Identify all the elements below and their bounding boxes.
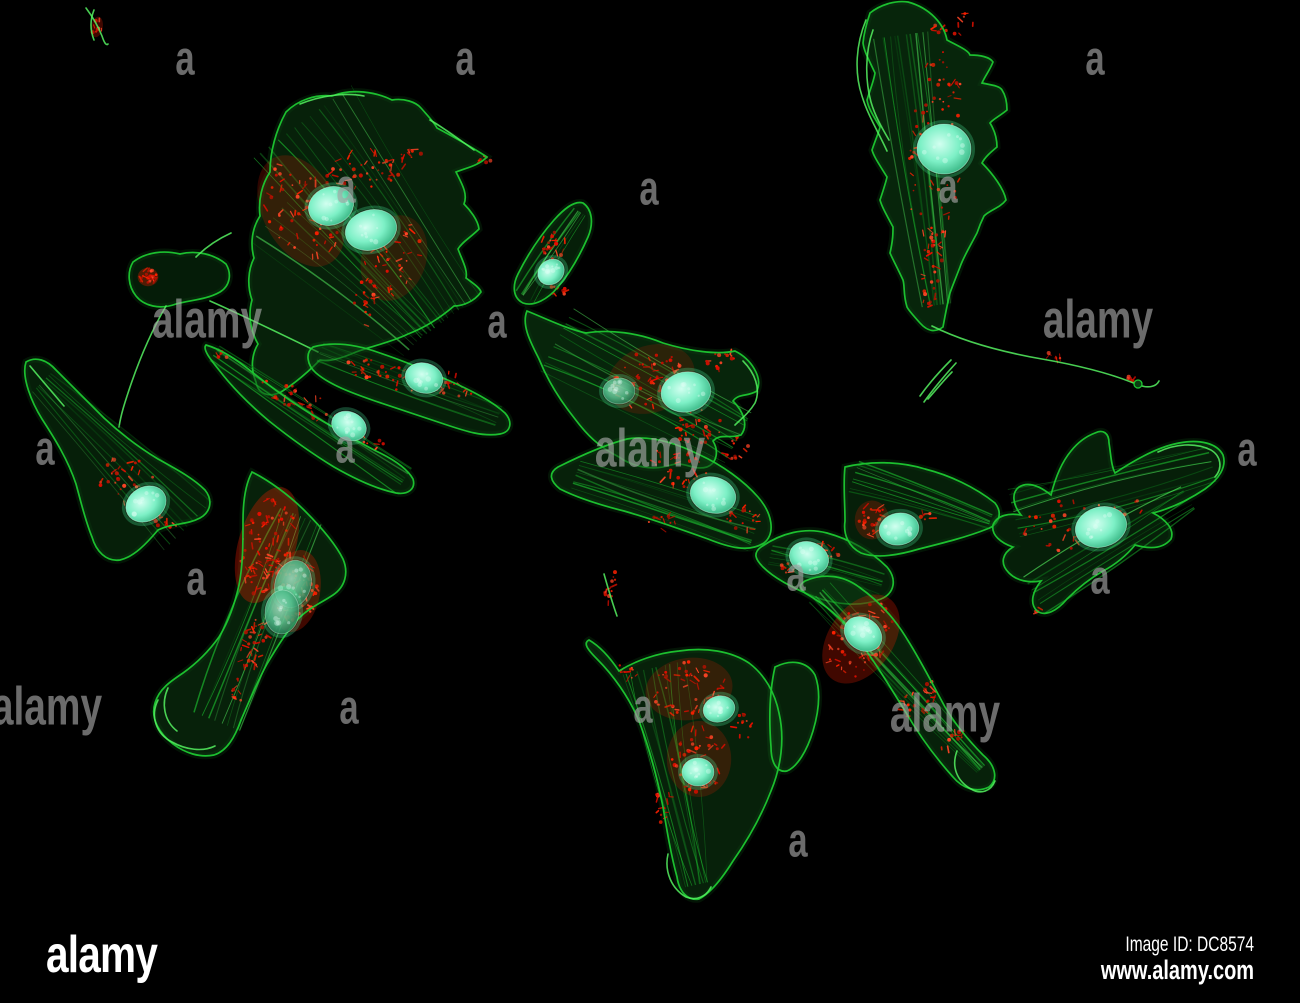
red-streak-center [603,570,618,617]
cell-debris-top-left [85,7,109,46]
cell-nucleus [401,358,447,398]
cell-nucleus [913,120,975,178]
cell-nucleus [699,691,739,727]
cell-nucleus [840,612,886,656]
footer-info: Image ID: DC8574 www.alamy.com [1101,932,1254,984]
cell-nucleus [304,182,358,230]
cell-nucleus [785,537,833,579]
cell-nucleus [599,374,639,408]
cell-nucleus [657,367,715,417]
cell-small-left [118,232,319,428]
cell-spindle-diagonal [797,572,999,794]
cell-left-mid [21,355,214,564]
cell-spindle-lower [201,341,418,497]
alamy-logo: alamy [46,926,158,984]
cell-fan-large [245,85,493,399]
cell-spindle-upper [304,340,514,439]
cell-center-upper [521,306,762,472]
fragment-right [919,359,957,403]
cell-nucleus [533,255,569,289]
cell-bottom-center [582,636,823,903]
cell-nucleus [260,586,304,638]
footer-bar: alamy Image ID: DC8574 www.alamy.com [0,920,1300,1003]
image-id-label: Image ID: DC8574 [1125,933,1254,956]
cell-nucleus [121,481,171,527]
cell-bottom-left [150,467,350,760]
cell-nucleus [875,508,923,550]
cell-small-center-top [510,198,595,308]
cell-nucleus [327,407,371,445]
cell-top-right [856,0,1160,389]
cell-center-band [548,434,775,552]
alamy-url: www.alamy.com [1100,955,1254,985]
cell-nucleus [341,205,401,255]
cell-nucleus [678,754,718,790]
cell-nucleus [1071,502,1131,552]
cell-right-crab [989,427,1228,617]
cell-nucleus [686,472,740,518]
cell-triangle-right [840,459,1003,560]
